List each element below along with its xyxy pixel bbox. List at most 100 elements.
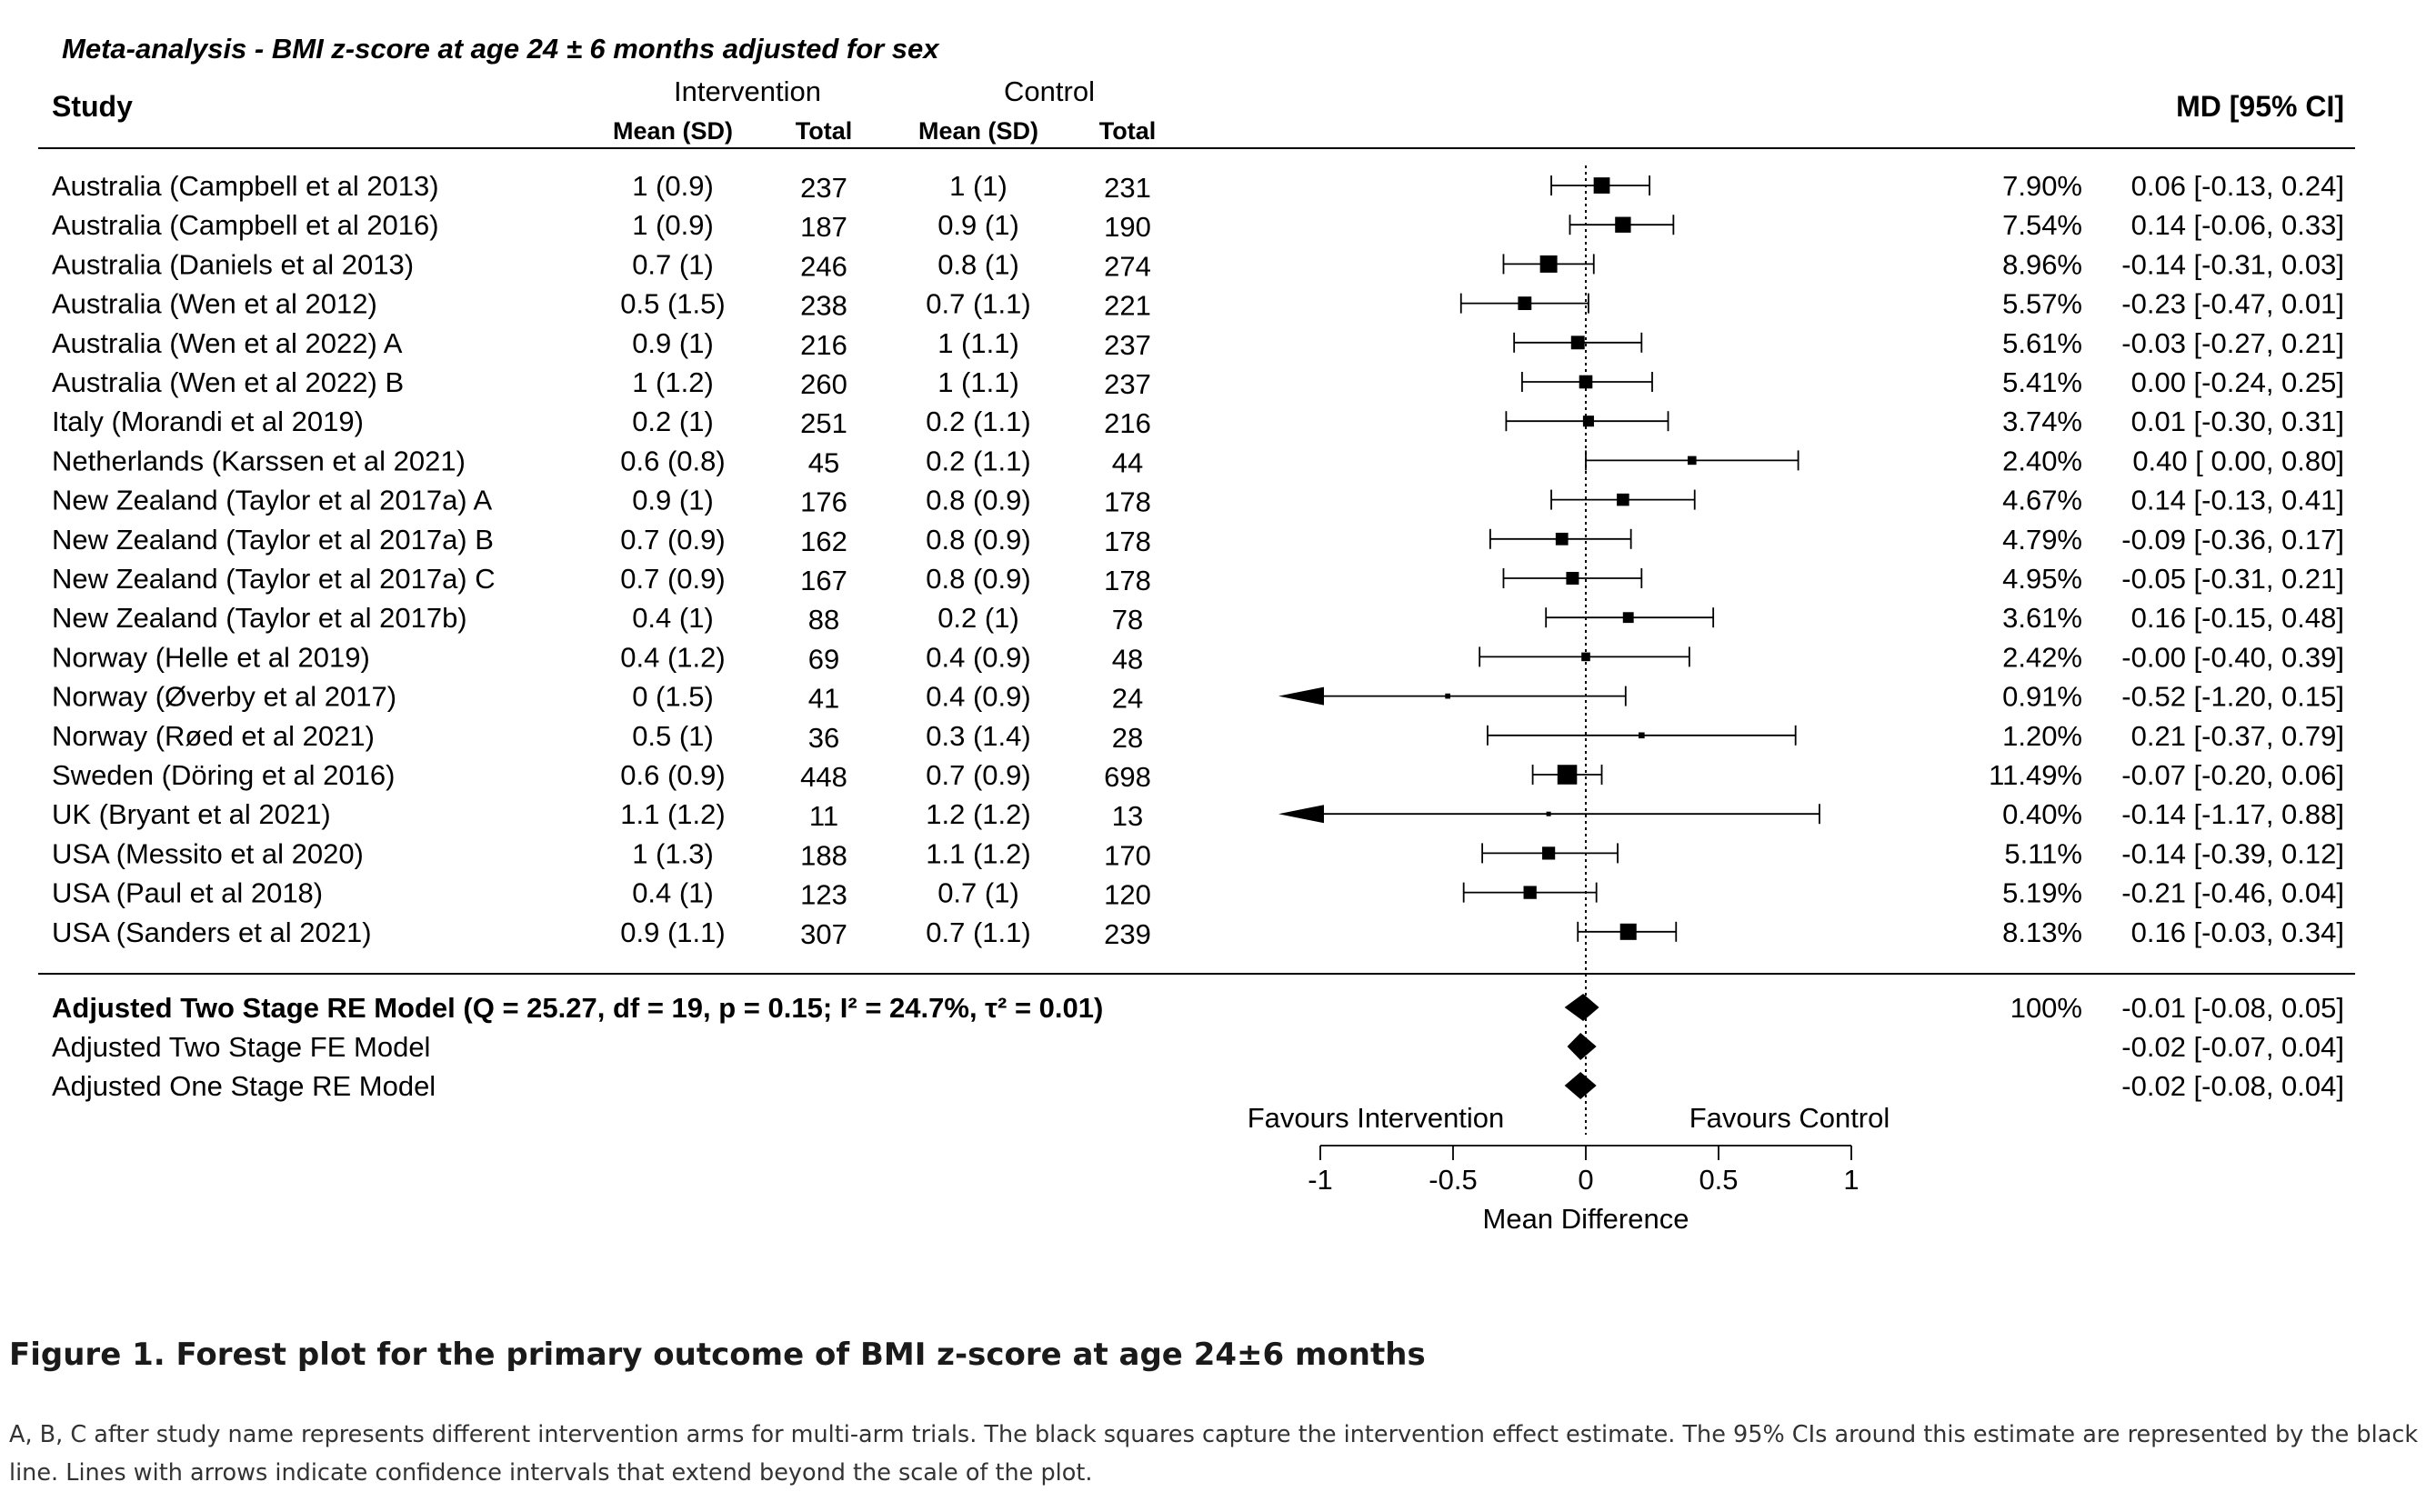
header-intervention: Intervention xyxy=(674,75,821,107)
effect-square xyxy=(1622,612,1634,624)
control-total: 178 xyxy=(1104,486,1151,518)
intervention-mean-sd: 0.4 (1.2) xyxy=(620,641,725,673)
control-total: 120 xyxy=(1104,879,1151,911)
intervention-mean-sd: 0.9 (1) xyxy=(632,327,714,359)
effect-square xyxy=(1557,765,1578,785)
study-label: Australia (Daniels et al 2013) xyxy=(52,248,414,280)
intervention-mean-sd: 0.5 (1.5) xyxy=(620,288,725,320)
control-mean-sd: 0.8 (0.9) xyxy=(926,563,1030,595)
study-label: Italy (Morandi et al 2019) xyxy=(52,406,364,437)
study-weight: 4.95% xyxy=(2002,563,2082,595)
summary-label: Adjusted One Stage RE Model xyxy=(52,1070,436,1102)
intervention-total: 176 xyxy=(800,486,847,518)
control-total: 78 xyxy=(1112,604,1143,636)
intervention-mean-sd: 0.7 (0.9) xyxy=(620,563,725,595)
control-mean-sd: 0.8 (0.9) xyxy=(926,524,1030,556)
intervention-total: 238 xyxy=(800,290,847,322)
control-total: 237 xyxy=(1104,329,1151,361)
control-total: 237 xyxy=(1104,368,1151,400)
effect-square xyxy=(1615,216,1631,233)
control-total: 44 xyxy=(1112,446,1143,478)
intervention-total: 167 xyxy=(800,565,847,596)
study-label: Norway (Røed et al 2021) xyxy=(52,720,375,752)
intervention-mean-sd: 1 (0.9) xyxy=(632,209,714,241)
intervention-total: 11 xyxy=(809,800,838,832)
intervention-total: 45 xyxy=(808,446,839,478)
summary-md-ci: -0.01 [-0.08, 0.05] xyxy=(2121,992,2344,1024)
intervention-mean-sd: 0.4 (1) xyxy=(632,602,714,634)
header-intervention-total: Total xyxy=(796,117,853,145)
intervention-total: 41 xyxy=(808,683,839,715)
study-label: USA (Paul et al 2018) xyxy=(52,877,323,909)
header-intervention-mean-sd: Mean (SD) xyxy=(613,117,733,145)
control-mean-sd: 0.2 (1.1) xyxy=(926,445,1030,476)
study-weight: 0.91% xyxy=(2002,681,2082,713)
study-weight: 4.67% xyxy=(2002,485,2082,516)
study-weight: 3.61% xyxy=(2002,602,2082,634)
effect-square xyxy=(1617,493,1629,506)
forest-plot: Meta-analysis - BMI z-score at age 24 ± … xyxy=(38,33,2355,1235)
control-mean-sd: 1.1 (1.2) xyxy=(926,837,1030,869)
intervention-mean-sd: 0.7 (1) xyxy=(632,248,714,280)
control-mean-sd: 0.7 (1.1) xyxy=(926,288,1030,320)
effect-square xyxy=(1542,846,1556,860)
control-mean-sd: 0.8 (0.9) xyxy=(926,485,1030,516)
study-md-ci: 0.40 [ 0.00, 0.80] xyxy=(2132,445,2344,476)
header-md-ci: MD [95% CI] xyxy=(2176,90,2344,123)
control-mean-sd: 1 (1.1) xyxy=(937,327,1019,359)
control-total: 274 xyxy=(1104,250,1151,282)
study-weight: 5.11% xyxy=(2004,837,2082,869)
control-total: 698 xyxy=(1104,761,1151,793)
intervention-total: 69 xyxy=(808,643,839,675)
intervention-total: 307 xyxy=(800,918,847,950)
figure-caption-title: Figure 1. Forest plot for the primary ou… xyxy=(9,1337,1426,1373)
intervention-mean-sd: 0.5 (1) xyxy=(632,720,714,752)
summary-weight: 100% xyxy=(2010,992,2082,1024)
study-label: New Zealand (Taylor et al 2017a) B xyxy=(52,524,494,556)
effect-square xyxy=(1593,177,1610,194)
effect-square xyxy=(1688,456,1697,466)
study-label: USA (Sanders et al 2021) xyxy=(52,916,372,948)
summary-diamond xyxy=(1564,994,1599,1021)
control-mean-sd: 0.4 (0.9) xyxy=(926,641,1030,673)
summary-diamond xyxy=(1564,1072,1597,1099)
study-md-ci: -0.52 [-1.20, 0.15] xyxy=(2121,681,2344,713)
header-study: Study xyxy=(52,90,133,123)
favours-control-label: Favours Control xyxy=(1689,1102,1890,1134)
study-weight: 2.40% xyxy=(2002,445,2082,476)
study-md-ci: -0.09 [-0.36, 0.17] xyxy=(2121,524,2344,556)
intervention-mean-sd: 0.4 (1) xyxy=(632,877,714,909)
study-md-ci: 0.14 [-0.13, 0.41] xyxy=(2131,485,2344,516)
effect-square xyxy=(1579,375,1593,389)
effect-square xyxy=(1582,416,1594,427)
control-total: 239 xyxy=(1104,918,1151,950)
intervention-mean-sd: 0.9 (1.1) xyxy=(620,916,725,948)
header-control: Control xyxy=(1004,75,1095,107)
study-weight: 8.13% xyxy=(2002,916,2082,948)
control-mean-sd: 0.2 (1.1) xyxy=(926,406,1030,437)
study-label: UK (Bryant et al 2021) xyxy=(52,798,331,830)
study-md-ci: -0.23 [-0.47, 0.01] xyxy=(2121,288,2344,320)
control-mean-sd: 0.8 (1) xyxy=(937,248,1019,280)
study-weight: 8.96% xyxy=(2002,248,2082,280)
study-weight: 4.79% xyxy=(2002,524,2082,556)
study-md-ci: -0.07 [-0.20, 0.06] xyxy=(2121,759,2344,791)
study-weight: 11.49% xyxy=(1989,759,2082,791)
control-mean-sd: 1 (1) xyxy=(949,170,1007,202)
study-label: Australia (Wen et al 2012) xyxy=(52,288,377,320)
x-tick-label: -1 xyxy=(1308,1164,1333,1196)
summary-diamond xyxy=(1567,1033,1597,1060)
intervention-mean-sd: 1 (1.2) xyxy=(632,366,714,398)
intervention-total: 123 xyxy=(800,879,847,911)
study-label: New Zealand (Taylor et al 2017a) A xyxy=(52,485,493,516)
summary-label: Adjusted Two Stage FE Model xyxy=(52,1031,430,1063)
study-md-ci: -0.14 [-0.39, 0.12] xyxy=(2121,837,2344,869)
study-md-ci: 0.14 [-0.06, 0.33] xyxy=(2131,209,2344,241)
summary-label: Adjusted Two Stage RE Model (Q = 25.27, … xyxy=(52,992,1103,1024)
intervention-total: 188 xyxy=(800,839,847,871)
study-md-ci: -0.21 [-0.46, 0.04] xyxy=(2121,877,2344,909)
study-weight: 7.90% xyxy=(2002,170,2082,202)
study-label: Netherlands (Karssen et al 2021) xyxy=(52,445,466,476)
control-total: 170 xyxy=(1104,839,1151,871)
